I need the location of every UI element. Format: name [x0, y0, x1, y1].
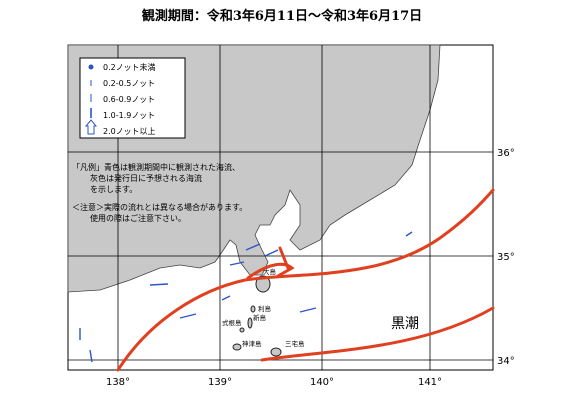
latitude-label: 35°: [497, 252, 515, 263]
kuroshio: [116, 188, 495, 372]
legend-label: 0.2ノット未満: [103, 62, 156, 72]
longitude-label: 141°: [418, 377, 442, 388]
island-label: 三宅島: [285, 339, 305, 348]
island-label: 大島: [263, 267, 277, 276]
islands-shapes: [232, 275, 282, 357]
title: 観測期間：令和3年6月11日～令和3年6月17日: [141, 8, 422, 24]
longitude-label: 139°: [208, 377, 232, 388]
legend-symbols: [84, 64, 98, 135]
observed-arrows: [79, 231, 413, 363]
island-label: 神津島: [242, 339, 262, 348]
island-label: 利島: [258, 304, 272, 313]
legend-label: 0.6-0.9ノット: [103, 95, 155, 104]
longitude-label: 138°: [106, 377, 130, 388]
current-label: 黒潮: [391, 316, 419, 332]
legend-label: 2.0ノット以上: [103, 127, 156, 136]
legend-box: [79, 57, 186, 139]
island-label: 新島: [253, 313, 267, 322]
note: ＜注意＞実際の流れとは異なる場合があります。: [72, 202, 247, 212]
latitude-label: 36°: [497, 148, 515, 159]
latitude-label: 34°: [497, 356, 515, 367]
note: 使用の際はご注意下さい。: [90, 213, 186, 223]
note: 灰色は発行日に予想される海流: [90, 173, 202, 183]
island-label: 式根島: [222, 318, 242, 327]
longitude-label: 140°: [310, 377, 334, 388]
legend-label: 1.0-1.9ノット: [103, 111, 155, 120]
note: 「凡例」青色は観測期間中に観測された海流、: [72, 162, 240, 172]
note: を示します。: [90, 185, 137, 194]
legend-label: 0.2-0.5ノット: [103, 79, 155, 88]
